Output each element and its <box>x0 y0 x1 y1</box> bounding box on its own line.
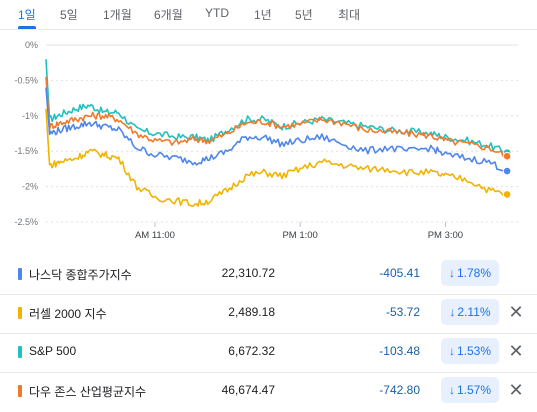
active-tab-indicator <box>18 26 36 29</box>
index-value: 2,489.18 <box>228 305 275 319</box>
index-value: 22,310.72 <box>221 266 275 280</box>
percent-change-badge: ↓ 2.11% <box>441 299 499 325</box>
index-change: -742.80 <box>379 383 420 397</box>
series-end-dot <box>502 166 512 176</box>
y-tick-label: -2.5% <box>14 217 38 227</box>
x-tick-label: AM 11:00 <box>135 230 175 241</box>
y-tick-label: -1.5% <box>14 146 38 156</box>
remove-index-button[interactable]: ✕ <box>505 340 527 362</box>
series-color-swatch <box>18 346 22 358</box>
tabs-divider <box>0 29 537 30</box>
index-value: 6,672.32 <box>228 344 275 358</box>
series-color-swatch <box>18 385 22 397</box>
y-tick-label: -1% <box>22 111 38 121</box>
tab-6m[interactable]: 6개월 <box>154 8 183 22</box>
row-divider <box>0 333 537 334</box>
percent-change-value: 1.78% <box>456 266 492 280</box>
index-value: 46,674.47 <box>221 383 275 397</box>
series-line <box>45 59 508 155</box>
index-row[interactable]: 러셀 2000 지수 2,489.18 -53.72 ↓ 2.11% ✕ <box>0 294 537 333</box>
close-icon: ✕ <box>508 380 524 400</box>
tab-1m[interactable]: 1개월 <box>103 8 132 22</box>
tab-1y[interactable]: 1년 <box>254 8 272 22</box>
series-line <box>45 108 508 208</box>
y-tick-label: 0% <box>25 40 38 50</box>
index-change: -103.48 <box>379 344 420 358</box>
index-row[interactable]: 다우 존스 산업평균지수 46,674.47 -742.80 ↓ 1.57% ✕ <box>0 372 537 411</box>
index-change: -53.72 <box>385 305 420 319</box>
close-icon: ✕ <box>508 302 524 322</box>
index-row[interactable]: S&P 500 6,672.32 -103.48 ↓ 1.53% ✕ <box>0 333 537 372</box>
tab-1d[interactable]: 1일 <box>18 8 36 22</box>
series-end-dot <box>502 151 512 161</box>
down-arrow-icon: ↓ <box>448 266 455 280</box>
percent-change-badge: ↓ 1.57% <box>441 377 499 403</box>
down-arrow-icon: ↓ <box>448 344 455 358</box>
series-color-swatch <box>18 307 22 319</box>
series-color-swatch <box>18 268 22 280</box>
down-arrow-icon: ↓ <box>449 305 456 319</box>
index-change: -405.41 <box>379 266 420 280</box>
index-name: 러셀 2000 지수 <box>29 307 107 321</box>
x-tick-label: PM 1:00 <box>282 230 317 241</box>
percent-change-badge: ↓ 1.78% <box>441 260 499 286</box>
index-row[interactable]: 나스닥 종합주가지수 22,310.72 -405.41 ↓ 1.78% <box>0 255 537 294</box>
tab-5y[interactable]: 5년 <box>295 8 313 22</box>
y-tick-label: -0.5% <box>14 75 38 85</box>
time-range-tabs: 1일 5일 1개월 6개월 YTD 1년 5년 최대 <box>0 0 537 30</box>
tab-5d[interactable]: 5일 <box>60 8 78 22</box>
index-name: 나스닥 종합주가지수 <box>29 268 132 282</box>
close-icon: ✕ <box>508 341 524 361</box>
series-end-dot <box>502 190 512 199</box>
tab-max[interactable]: 최대 <box>338 8 361 22</box>
percent-change-badge: ↓ 1.53% <box>441 338 499 364</box>
index-name: 다우 존스 산업평균지수 <box>29 385 147 399</box>
series-line <box>45 87 508 173</box>
remove-index-button[interactable]: ✕ <box>505 301 527 323</box>
index-name: S&P 500 <box>29 344 77 358</box>
series-line <box>45 76 508 157</box>
percent-change-value: 2.11% <box>457 305 491 319</box>
down-arrow-icon: ↓ <box>448 383 455 397</box>
percent-change-value: 1.57% <box>456 383 492 397</box>
index-line-chart: 0% -0.5% -1% -1.5% -2% -2.5% AM 11:00 PM 1:00 PM… <box>14 40 518 241</box>
y-tick-label: -2% <box>22 182 38 192</box>
row-divider <box>0 372 537 373</box>
x-tick-label: PM 3:00 <box>428 230 463 241</box>
remove-index-button[interactable]: ✕ <box>505 379 527 401</box>
percent-change-value: 1.53% <box>456 344 492 358</box>
tab-ytd[interactable]: YTD <box>205 6 229 20</box>
row-divider <box>0 294 537 295</box>
